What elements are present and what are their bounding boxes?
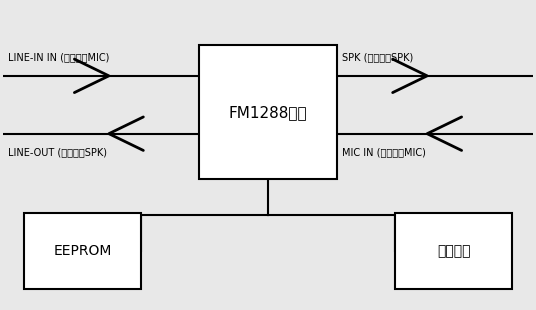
Text: FM1288芯片: FM1288芯片: [229, 105, 307, 120]
Bar: [396, 213, 512, 289]
Text: SPK (我方设备SPK): SPK (我方设备SPK): [343, 52, 413, 62]
Bar: [199, 45, 337, 179]
Text: LINE-OUT (对面设备SPK): LINE-OUT (对面设备SPK): [8, 147, 107, 157]
Text: EEPROM: EEPROM: [53, 244, 111, 258]
Bar: [24, 213, 140, 289]
Text: MIC IN (我方设备MIC): MIC IN (我方设备MIC): [343, 147, 426, 157]
Text: 晶振电路: 晶振电路: [437, 244, 471, 258]
Text: LINE-IN IN (对面设备MIC): LINE-IN IN (对面设备MIC): [8, 52, 109, 62]
